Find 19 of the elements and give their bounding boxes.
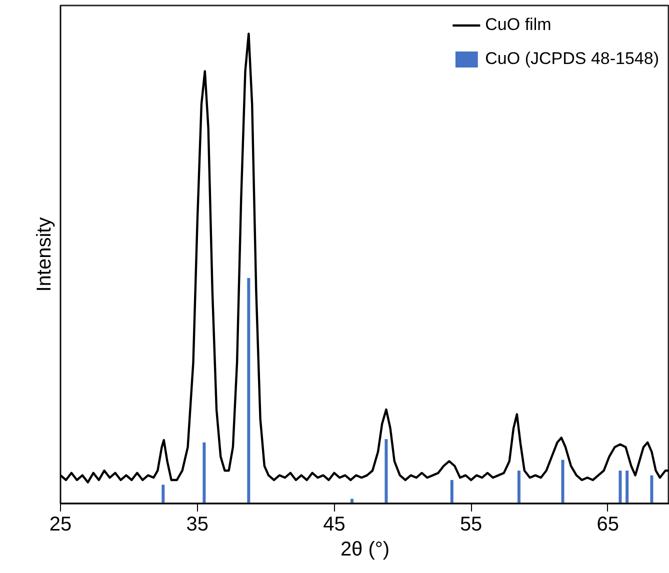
bar — [162, 484, 165, 504]
bar — [626, 470, 629, 504]
x-tick-label: 65 — [596, 514, 620, 536]
legend-label: CuO film — [485, 15, 552, 35]
legend-label: CuO (JCPDS 48-1548) — [485, 49, 659, 69]
bar — [517, 470, 520, 504]
bar — [247, 278, 250, 504]
bar — [384, 439, 388, 504]
x-tick-label: 55 — [460, 514, 482, 536]
bar — [202, 442, 206, 504]
y-axis-title: Intensity — [34, 217, 56, 292]
bar — [450, 480, 454, 504]
x-tick-label: 45 — [323, 514, 346, 536]
bar — [561, 460, 564, 504]
bar — [650, 475, 654, 504]
x-axis-title: 2θ (°) — [340, 538, 390, 560]
x-tick-label: 25 — [49, 514, 72, 536]
bar — [618, 470, 622, 504]
x-tick-label: 35 — [186, 514, 208, 536]
